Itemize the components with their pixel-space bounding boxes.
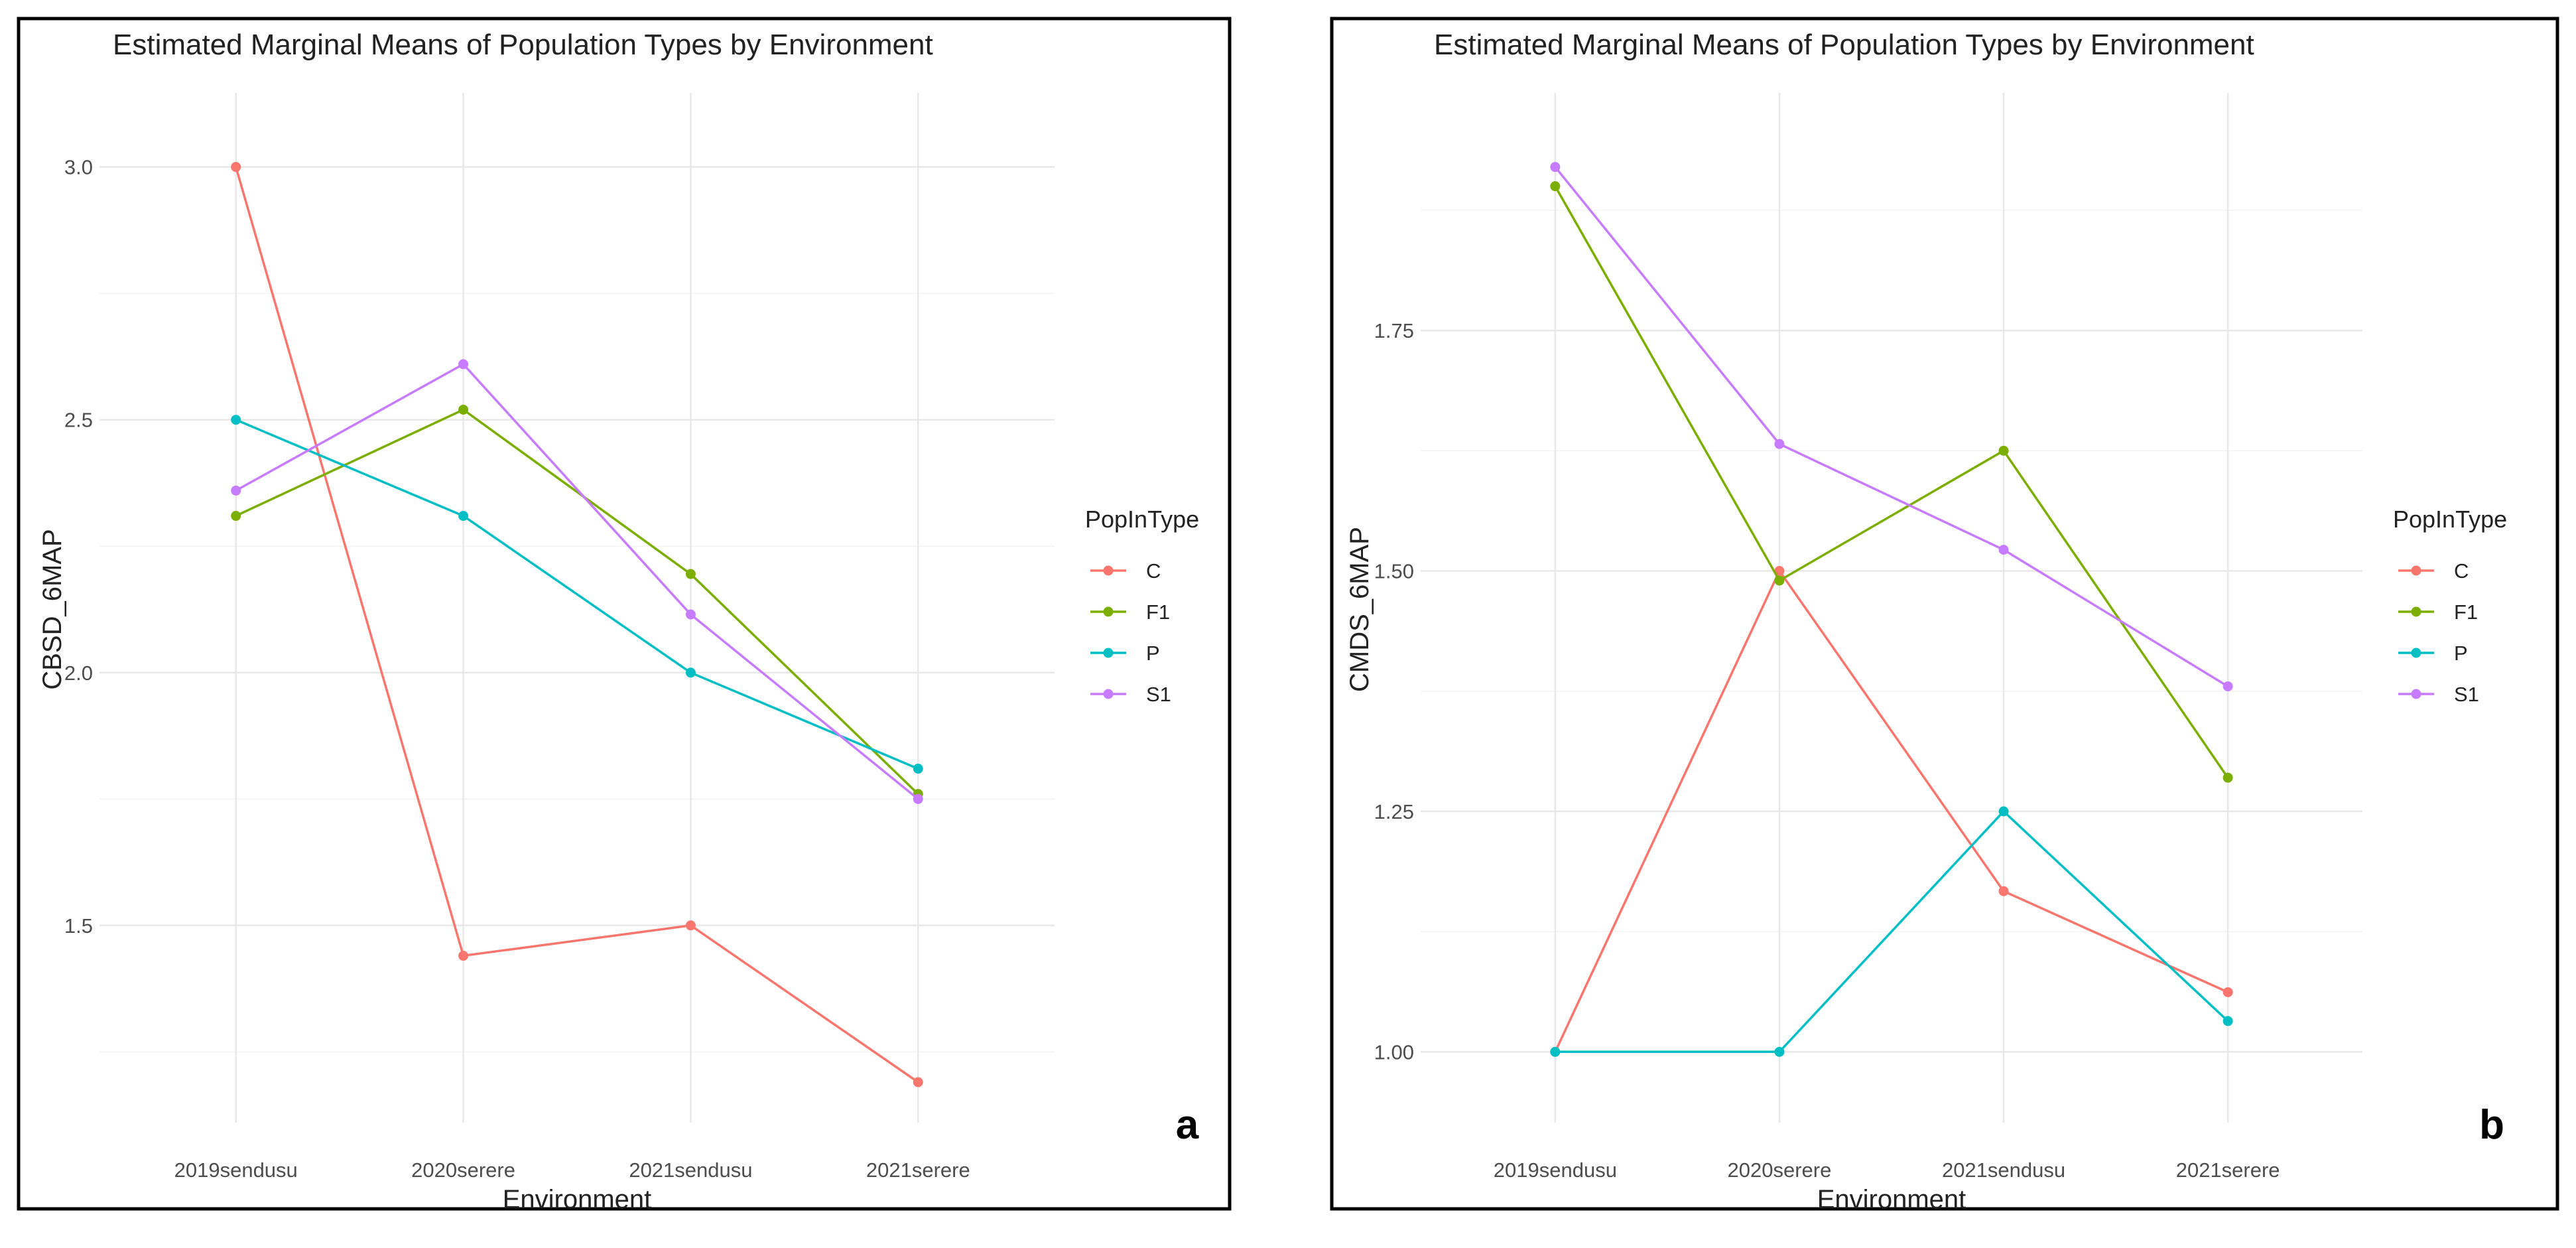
chart-title: Estimated Marginal Means of Population T… <box>1434 29 2254 61</box>
legend-key-point-S1 <box>1103 689 1114 699</box>
y-tick-label: 1.5 <box>64 914 93 937</box>
legend-key-point-S1 <box>2411 689 2421 699</box>
legend-label-F1: F1 <box>1146 600 1170 624</box>
data-point-P <box>2222 1016 2233 1026</box>
x-tick-label: 2019sendusu <box>174 1158 298 1182</box>
data-point-P <box>1774 1046 1785 1057</box>
series-line-P <box>1555 809 2229 1054</box>
data-point-F1 <box>231 511 241 521</box>
series-line-S1 <box>1554 166 2229 687</box>
legend-label-P: P <box>1146 642 1160 665</box>
data-point-F1 <box>1774 575 1785 586</box>
panel-frame <box>17 17 1232 1211</box>
legend-label-C: C <box>2454 559 2469 583</box>
data-point-C <box>231 162 241 173</box>
panel-label: a <box>1176 1102 1199 1148</box>
legend-label-P: P <box>2454 642 2468 665</box>
data-point-C <box>1998 886 2009 896</box>
legend-key-point-F1 <box>2411 606 2421 617</box>
x-tick-label: 2020serere <box>1728 1158 1832 1182</box>
x-axis-title: Environment <box>503 1185 652 1214</box>
data-point-P <box>458 511 469 521</box>
data-point-C <box>2222 987 2233 997</box>
data-point-P <box>913 764 923 774</box>
legend-title: PopInType <box>2393 506 2507 533</box>
panel-label: b <box>2479 1102 2504 1148</box>
chart-panel-b: 1.00 1.25 1.50 1.75 2019sendusu 2020serere 202… <box>1330 17 2559 1214</box>
x-tick-label: 2019sendusu <box>1494 1158 1617 1182</box>
y-tick-label: 3.0 <box>64 156 93 179</box>
legend-key-point-P <box>1103 648 1114 658</box>
series-line-P <box>235 419 919 770</box>
data-point-F1 <box>685 569 696 579</box>
data-point-C <box>685 920 696 931</box>
chart-panel-a: 1.5 2.0 2.5 3.0 2019sendusu 2020serere 2021sen… <box>17 17 1232 1214</box>
data-point-S1 <box>231 485 241 496</box>
data-point-F1 <box>1550 181 1561 192</box>
data-point-C <box>913 1077 923 1087</box>
y-tick-label: 1.50 <box>1374 560 1414 583</box>
legend-title: PopInType <box>1085 506 1199 533</box>
legend-key-point-C <box>2411 565 2421 576</box>
data-point-S1 <box>1998 545 2009 555</box>
y-axis-title: CMDS_6MAP <box>1345 527 1374 692</box>
series-line-F1 <box>235 408 919 795</box>
data-point-S1 <box>2222 681 2233 691</box>
data-point-P <box>1998 806 2009 817</box>
data-point-S1 <box>458 359 469 370</box>
data-point-P <box>685 667 696 678</box>
y-tick-label: 2.0 <box>64 661 93 685</box>
y-tick-label: 1.75 <box>1374 319 1414 342</box>
y-tick-label: 1.00 <box>1374 1040 1414 1064</box>
data-point-F1 <box>2222 772 2233 783</box>
series-line-C <box>1554 569 2228 1053</box>
legend-key-point-C <box>1103 565 1114 576</box>
data-point-C <box>458 951 469 961</box>
legend-label-S1: S1 <box>2454 683 2479 706</box>
data-point-F1 <box>1998 445 2009 456</box>
data-point-S1 <box>1550 162 1561 173</box>
data-point-C <box>1774 566 1785 577</box>
x-tick-label: 2021sendusu <box>629 1158 752 1182</box>
series-line-S1 <box>235 362 919 800</box>
legend: PopInType C F1 P S1 <box>1085 506 1199 706</box>
y-axis-title: CBSD_6MAP <box>38 529 67 689</box>
legend-label-S1: S1 <box>1146 683 1171 706</box>
series-line-F1 <box>1554 185 2229 779</box>
data-point-F1 <box>458 404 469 415</box>
chart-title: Estimated Marginal Means of Population T… <box>113 29 933 61</box>
legend-key-point-F1 <box>1103 606 1114 617</box>
x-tick-label: 2020serere <box>411 1158 515 1182</box>
y-tick-label: 1.25 <box>1374 800 1414 823</box>
y-tick-label: 2.5 <box>64 409 93 432</box>
x-tick-label: 2021sendusu <box>1942 1158 2065 1182</box>
legend: PopInType C F1 P S1 <box>2393 506 2507 706</box>
data-point-S1 <box>1774 439 1785 449</box>
x-axis-title: Environment <box>1817 1185 1966 1214</box>
data-point-S1 <box>913 794 923 804</box>
series-line-C <box>235 167 919 1083</box>
data-point-P <box>231 415 241 425</box>
data-point-P <box>1550 1046 1561 1057</box>
x-tick-label: 2021serere <box>2176 1158 2280 1182</box>
data-point-S1 <box>685 609 696 620</box>
x-tick-label: 2021serere <box>866 1158 970 1182</box>
legend-label-C: C <box>1146 559 1161 583</box>
legend-key-point-P <box>2411 648 2421 658</box>
legend-label-F1: F1 <box>2454 600 2478 624</box>
panel-frame <box>1330 17 2559 1211</box>
